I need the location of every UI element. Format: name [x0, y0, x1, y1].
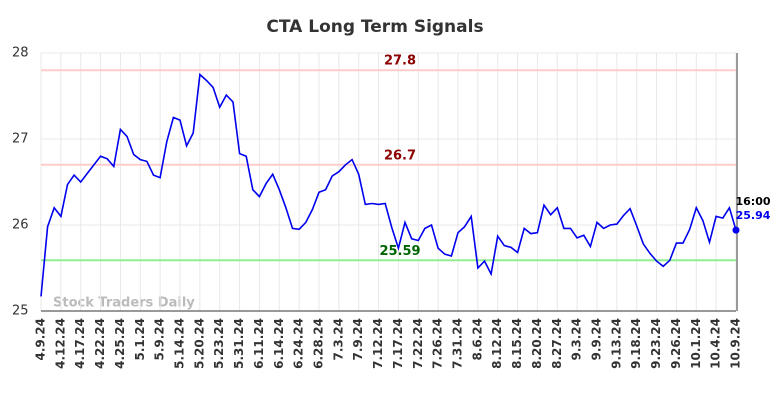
x-tick-label: 10.1.24: [689, 318, 703, 369]
x-tick-label: 9.26.24: [669, 318, 683, 369]
x-tick-label: 6.14.24: [272, 318, 286, 369]
last-value: 25.94: [736, 209, 771, 222]
x-tick-label: 8.6.24: [470, 318, 484, 361]
chart-title: CTA Long Term Signals: [266, 17, 483, 37]
x-tick-label: 6.28.24: [312, 318, 326, 369]
x-tick-label: 10.4.24: [709, 318, 723, 369]
x-tick-label: 9.23.24: [649, 318, 663, 369]
x-tick-label: 7.9.24: [351, 318, 365, 361]
x-tick-label: 6.24.24: [292, 318, 306, 369]
x-tick-label: 8.12.24: [490, 318, 504, 369]
x-tick-label: 5.9.24: [153, 318, 167, 361]
x-tick-label: 9.3.24: [570, 318, 584, 361]
x-tick-label: 4.12.24: [53, 318, 67, 369]
grid: [40, 52, 737, 312]
x-tick-label: 5.20.24: [192, 318, 206, 369]
reference-label: 27.8: [384, 54, 416, 69]
x-tick-label: 7.12.24: [371, 318, 385, 369]
x-tick-label: 7.22.24: [411, 318, 425, 369]
x-tick-label: 4.25.24: [113, 318, 127, 369]
x-tick-label: 8.15.24: [510, 318, 524, 369]
reference-label: 25.59: [379, 244, 420, 259]
x-tick-label: 8.20.24: [530, 318, 544, 369]
data-line: [40, 72, 737, 297]
x-tick-label: 7.31.24: [451, 318, 465, 369]
x-tick-label: 5.14.24: [173, 318, 187, 369]
x-tick-label: 5.31.24: [232, 318, 246, 369]
x-tick-label: 9.9.24: [590, 318, 604, 361]
last-time: 16:00: [735, 195, 770, 208]
last-point: [732, 226, 740, 234]
y-tick-label: 27: [12, 132, 29, 147]
x-tick-label: 7.26.24: [431, 318, 445, 369]
x-tick-label: 5.1.24: [133, 318, 147, 361]
y-tick-label: 28: [12, 46, 29, 61]
x-tick-label: 4.9.24: [34, 318, 48, 361]
x-tick-label: 7.3.24: [331, 318, 345, 361]
x-tick-label: 4.22.24: [93, 318, 107, 369]
x-tick-label: 7.17.24: [391, 318, 405, 369]
x-tick-label: 6.11.24: [252, 318, 266, 369]
x-tick-label: 4.17.24: [73, 318, 87, 369]
x-tick-label: 9.18.24: [629, 318, 643, 369]
y-tick-label: 26: [12, 218, 29, 233]
x-tick-label: 8.27.24: [550, 318, 564, 369]
watermark: Stock Traders Daily: [53, 296, 195, 311]
reference-label: 26.7: [384, 148, 416, 163]
x-tick-label: 5.23.24: [212, 318, 226, 369]
x-tick-label: 9.13.24: [609, 318, 623, 369]
x-tick-label: 10.9.24: [729, 318, 743, 369]
y-tick-label: 25: [12, 304, 29, 319]
